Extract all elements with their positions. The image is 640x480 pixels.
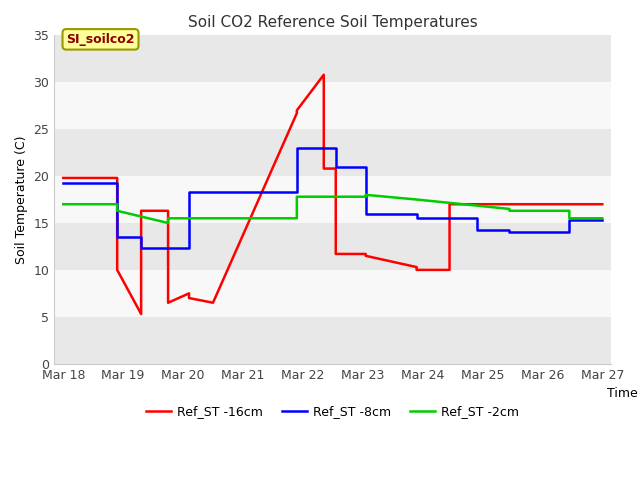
X-axis label: Time: Time xyxy=(607,387,638,400)
Ref_ST -16cm xyxy=(185,295,193,301)
Ref_ST -2cm xyxy=(566,208,573,214)
Ref_ST -16cm xyxy=(320,72,328,78)
Ref_ST -8cm xyxy=(473,216,481,221)
Ref_ST -8cm xyxy=(362,164,369,169)
Ref_ST -16cm xyxy=(506,201,513,207)
Ref_ST -16cm xyxy=(362,253,369,259)
Ref_ST -8cm xyxy=(506,228,513,233)
Ref_ST -8cm xyxy=(362,211,369,216)
Ref_ST -2cm xyxy=(598,216,606,221)
Ref_ST -16cm xyxy=(598,201,606,207)
Ref_ST -2cm xyxy=(113,201,121,207)
Ref_ST -2cm xyxy=(60,201,67,207)
Ref_ST -2cm xyxy=(362,194,369,200)
Ref_ST -2cm xyxy=(164,220,172,226)
Bar xyxy=(54,176,611,223)
Ref_ST -2cm xyxy=(566,216,573,221)
Ref_ST -2cm xyxy=(413,197,420,203)
Line: Ref_ST -8cm: Ref_ST -8cm xyxy=(63,148,602,248)
Bar xyxy=(54,317,611,364)
Ref_ST -16cm xyxy=(506,201,513,207)
Ref_ST -2cm xyxy=(293,216,301,221)
Ref_ST -2cm xyxy=(113,208,121,214)
Ref_ST -16cm xyxy=(113,267,121,273)
Bar xyxy=(54,82,611,129)
Ref_ST -8cm xyxy=(60,180,67,186)
Ref_ST -8cm xyxy=(185,245,193,251)
Ref_ST -16cm xyxy=(185,290,193,296)
Ref_ST -16cm xyxy=(566,201,573,207)
Ref_ST -16cm xyxy=(138,208,145,214)
Bar xyxy=(54,223,611,270)
Ref_ST -2cm xyxy=(293,194,301,200)
Ref_ST -16cm xyxy=(293,108,301,113)
Ref_ST -2cm xyxy=(506,206,513,212)
Y-axis label: Soil Temperature (C): Soil Temperature (C) xyxy=(15,135,28,264)
Ref_ST -16cm xyxy=(332,166,340,171)
Ref_ST -8cm xyxy=(413,216,420,221)
Ref_ST -8cm xyxy=(566,229,573,235)
Ref_ST -16cm xyxy=(138,311,145,317)
Ref_ST -8cm xyxy=(113,234,121,240)
Ref_ST -16cm xyxy=(293,110,301,116)
Text: SI_soilco2: SI_soilco2 xyxy=(67,33,135,46)
Ref_ST -8cm xyxy=(138,234,145,240)
Ref_ST -16cm xyxy=(164,208,172,214)
Ref_ST -16cm xyxy=(209,300,217,306)
Ref_ST -8cm xyxy=(293,145,301,151)
Ref_ST -2cm xyxy=(362,192,369,198)
Ref_ST -8cm xyxy=(138,245,145,251)
Ref_ST -16cm xyxy=(413,264,420,270)
Ref_ST -16cm xyxy=(362,251,369,257)
Ref_ST -8cm xyxy=(185,189,193,195)
Ref_ST -8cm xyxy=(332,164,340,169)
Ref_ST -16cm xyxy=(413,267,420,273)
Ref_ST -8cm xyxy=(473,228,481,233)
Ref_ST -8cm xyxy=(506,229,513,235)
Ref_ST -16cm xyxy=(209,300,217,306)
Bar xyxy=(54,129,611,176)
Bar xyxy=(54,270,611,317)
Legend: Ref_ST -16cm, Ref_ST -8cm, Ref_ST -2cm: Ref_ST -16cm, Ref_ST -8cm, Ref_ST -2cm xyxy=(141,400,524,423)
Ref_ST -2cm xyxy=(413,197,420,203)
Ref_ST -8cm xyxy=(413,211,420,216)
Ref_ST -16cm xyxy=(60,175,67,181)
Ref_ST -2cm xyxy=(506,208,513,214)
Ref_ST -8cm xyxy=(332,145,340,151)
Ref_ST -8cm xyxy=(566,217,573,223)
Ref_ST -16cm xyxy=(445,201,453,207)
Ref_ST -2cm xyxy=(164,216,172,221)
Ref_ST -16cm xyxy=(566,201,573,207)
Ref_ST -16cm xyxy=(332,251,340,257)
Line: Ref_ST -16cm: Ref_ST -16cm xyxy=(63,75,602,314)
Ref_ST -16cm xyxy=(320,166,328,171)
Ref_ST -8cm xyxy=(293,189,301,195)
Ref_ST -16cm xyxy=(113,175,121,181)
Bar xyxy=(54,36,611,82)
Ref_ST -8cm xyxy=(113,180,121,186)
Ref_ST -16cm xyxy=(164,300,172,306)
Title: Soil CO2 Reference Soil Temperatures: Soil CO2 Reference Soil Temperatures xyxy=(188,15,477,30)
Ref_ST -16cm xyxy=(445,267,453,273)
Line: Ref_ST -2cm: Ref_ST -2cm xyxy=(63,195,602,223)
Ref_ST -8cm xyxy=(598,217,606,223)
